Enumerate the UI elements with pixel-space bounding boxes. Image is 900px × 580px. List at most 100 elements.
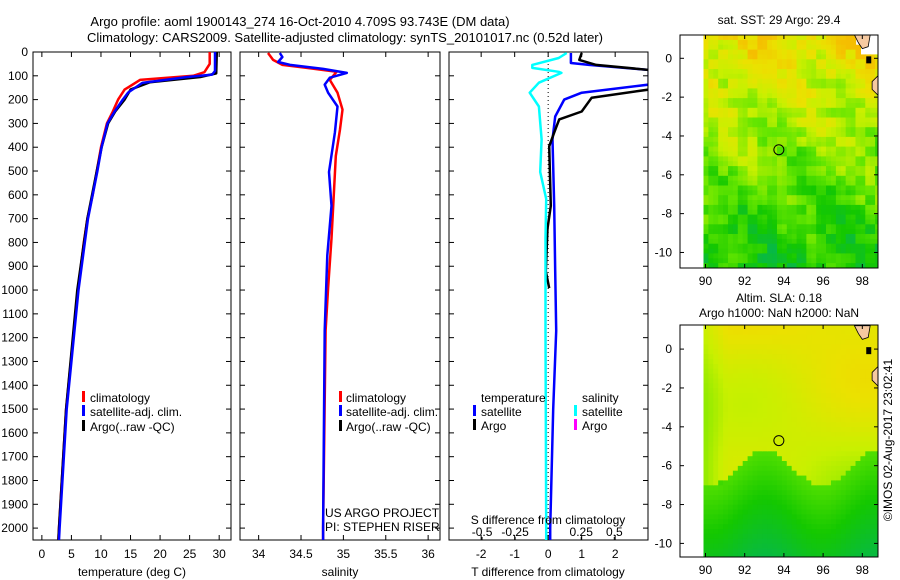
heatmap-cell	[703, 219, 709, 225]
heatmap-cell	[781, 69, 788, 75]
heatmap-cell	[781, 436, 788, 443]
heatmap-cell	[806, 514, 812, 520]
heatmap-cell	[835, 465, 842, 472]
heatmap-cell	[703, 107, 709, 114]
heatmap-cell	[821, 151, 827, 157]
heatmap-cell	[781, 170, 788, 177]
heatmap-cell	[806, 349, 812, 355]
heatmap-cell	[781, 88, 788, 94]
heatmap-cell	[742, 243, 749, 250]
heatmap-cell	[781, 529, 788, 535]
heatmap-cell	[801, 325, 807, 331]
heatmap-cell	[786, 107, 793, 114]
heatmap-cell	[737, 524, 744, 530]
salinity-panel: 34 34.5 35 35.5 36	[239, 51, 441, 561]
heatmap-cell	[718, 499, 724, 506]
heatmap-cell	[796, 175, 803, 182]
heatmap-cell	[826, 204, 832, 211]
heatmap-cell	[865, 234, 871, 240]
heatmap-cell	[781, 219, 788, 225]
heatmap-cell	[762, 268, 768, 274]
heatmap-cell	[781, 209, 788, 216]
heatmap-cell	[791, 156, 798, 162]
heatmap-cell	[742, 156, 749, 162]
heatmap-cell	[831, 383, 837, 389]
heatmap-cell	[752, 39, 758, 46]
heatmap-cell	[747, 480, 754, 486]
heatmap-cell	[723, 558, 729, 564]
heatmap-cell	[816, 495, 822, 501]
heatmap-cell	[767, 475, 773, 482]
heatmap-cell	[845, 151, 852, 157]
heatmap-cell	[772, 161, 778, 167]
heatmap-cell	[801, 412, 807, 418]
heatmap-cell	[728, 234, 734, 240]
heatmap-cell	[703, 417, 709, 423]
heatmap-cell	[811, 185, 817, 191]
heatmap-cell	[855, 175, 861, 182]
heatmap-cell	[835, 402, 842, 409]
heatmap-cell	[831, 538, 837, 545]
heatmap-cell	[732, 156, 739, 162]
heatmap-cell	[811, 402, 817, 409]
heatmap-cell	[762, 243, 768, 250]
heatmap-cell	[703, 329, 709, 336]
heatmap-cell	[875, 393, 878, 399]
heatmap-cell	[767, 553, 773, 557]
heatmap-cell	[811, 83, 817, 89]
land-icon	[871, 75, 878, 96]
heatmap-cell	[703, 146, 709, 153]
heatmap-cell	[737, 54, 744, 60]
heatmap-cell	[796, 373, 803, 380]
heatmap-cell	[865, 495, 871, 501]
heatmap-cell	[870, 161, 876, 167]
heatmap-cell	[870, 393, 876, 399]
heatmap-cell	[806, 475, 812, 482]
heatmap-cell	[860, 209, 866, 216]
heatmap-cell	[831, 499, 837, 506]
heatmap-cell	[806, 339, 812, 346]
heatmap-cell	[860, 524, 866, 530]
heatmap-cell	[732, 151, 739, 157]
heatmap-cell	[728, 480, 734, 486]
heatmap-cell	[845, 209, 852, 216]
heatmap-cell	[777, 263, 783, 268]
heatmap-cell	[762, 83, 768, 89]
heatmap-cell	[860, 480, 866, 486]
heatmap-cell	[831, 112, 837, 119]
heatmap-cell	[747, 195, 754, 201]
heatmap-cell	[835, 543, 842, 550]
heatmap-cell	[845, 64, 852, 70]
heatmap-cell	[708, 258, 714, 264]
heatmap-cell	[845, 195, 852, 201]
heatmap-cell	[821, 499, 827, 506]
heatmap-cell	[781, 344, 788, 350]
heatmap-cell	[732, 117, 739, 123]
heatmap-cell	[742, 495, 749, 501]
heatmap-cell	[742, 204, 749, 211]
heatmap-cell	[855, 59, 861, 65]
legend-label-satellite: satellite-adj. clim.	[90, 405, 182, 419]
heatmap-cell	[728, 49, 734, 56]
heatmap-cell	[850, 166, 857, 172]
heatmap-cell	[742, 514, 749, 520]
heatmap-cell	[703, 73, 709, 80]
heatmap-cell	[845, 59, 852, 65]
heatmap-cell	[786, 373, 793, 380]
heatmap-cell	[831, 393, 837, 399]
heatmap-cell	[723, 504, 729, 511]
heatmap-cell	[777, 204, 783, 211]
heatmap-cell	[732, 190, 739, 196]
heatmap-cell	[786, 258, 793, 264]
heatmap-cell	[723, 54, 729, 60]
heatmap-cell	[708, 209, 714, 216]
heatmap-cell	[786, 436, 793, 443]
heatmap-cell	[708, 402, 714, 409]
heatmap-cell	[816, 268, 822, 274]
heatmap-cell	[732, 402, 739, 409]
legend-label-t-argo: Argo	[481, 419, 507, 433]
heatmap-cell	[811, 407, 817, 414]
heatmap-cell	[786, 136, 793, 143]
heatmap-cell	[821, 417, 827, 423]
heatmap-cell	[850, 359, 857, 365]
